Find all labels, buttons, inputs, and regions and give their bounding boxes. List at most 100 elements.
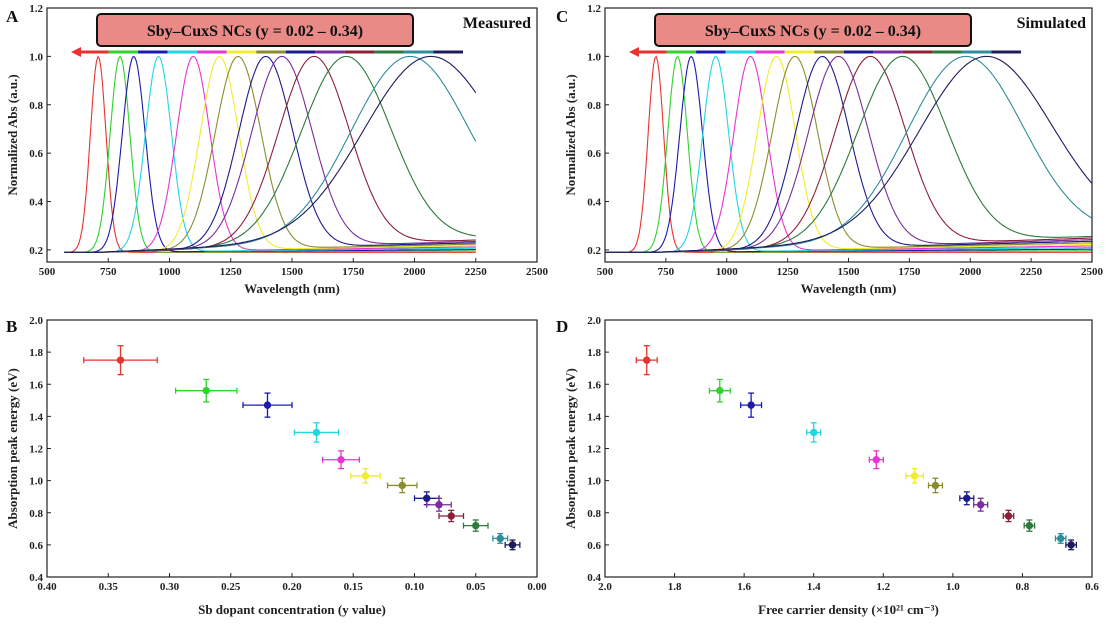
- data-point: [435, 501, 443, 509]
- y-tick-label: 2.0: [29, 315, 43, 327]
- y-tick-label: 1.6: [29, 379, 43, 391]
- x-tick-label: 0.8: [1016, 581, 1030, 593]
- y-tick-label: 1.8: [29, 347, 43, 359]
- x-tick-label: 2000: [959, 266, 982, 278]
- data-point: [1004, 512, 1013, 520]
- y-tick-label: 0.4: [587, 197, 601, 209]
- spectrum-line: [605, 55, 1092, 253]
- data-point: [263, 401, 272, 409]
- y-tick-label: 0.6: [29, 148, 43, 160]
- spectrum-line: [64, 55, 476, 253]
- x-tick-label: 1.0: [946, 581, 960, 593]
- y-tick-label: 1.2: [587, 444, 601, 456]
- x-axis-label: Free carrier density (×10²¹ cm⁻³): [758, 602, 939, 617]
- y-tick-label: 1.2: [29, 3, 43, 15]
- y-tick-label: 1.0: [29, 51, 43, 63]
- y-tick-label: 0.2: [587, 245, 601, 257]
- x-tick-label: 1750: [342, 266, 365, 278]
- y-tick-label: 2.0: [587, 315, 601, 327]
- y-tick-label: 0.4: [587, 572, 601, 584]
- x-axis-label: Sb dopant concentration (y value): [198, 602, 386, 617]
- y-axis-label: Normalized Abs (a.u.): [5, 74, 20, 195]
- x-axis-label: Wavelength (nm): [244, 281, 340, 296]
- data-point: [747, 401, 755, 409]
- y-axis-label: Absorption peak energy (eV): [563, 368, 578, 529]
- data-point: [872, 456, 881, 464]
- x-tick-label: 1750: [898, 266, 921, 278]
- panel-C: 500 750 1000 1250 1500 1750 2000 2250 2500 0.2 0.4…: [556, 3, 1104, 296]
- x-tick-label: 1.4: [807, 581, 821, 593]
- x-tick-label: 0.40: [37, 581, 57, 593]
- x-tick-label: 0.10: [405, 581, 425, 593]
- panel-B: 0.40 0.35 0.30 0.25 0.20 0.15 0.10 0.05 0.00 0.4 0…: [5, 315, 547, 617]
- x-tick-label: 2250: [1020, 266, 1043, 278]
- data-point: [1067, 541, 1075, 549]
- data-point: [116, 356, 125, 364]
- arrow-head: [71, 47, 81, 57]
- panel-A: 500 750 1000 1250 1500 1750 2000 2250 2500 0.2 0.4…: [5, 3, 549, 296]
- spectrum-line: [64, 55, 476, 253]
- y-tick-label: 1.4: [29, 411, 43, 423]
- y-tick-label: 0.8: [587, 508, 601, 520]
- x-tick-label: 1250: [220, 266, 243, 278]
- data-point: [472, 521, 480, 530]
- x-tick-label: 0.30: [160, 581, 180, 593]
- panel-letter: D: [556, 317, 568, 336]
- data-point: [361, 472, 370, 480]
- y-tick-label: 0.8: [29, 100, 43, 112]
- y-tick-label: 0.8: [587, 100, 601, 112]
- x-axis-label: Wavelength (nm): [801, 281, 897, 296]
- data-point: [1025, 521, 1034, 530]
- x-tick-label: 0.00: [527, 581, 547, 593]
- data-point: [976, 501, 985, 509]
- y-tick-label: 0.6: [587, 148, 601, 160]
- spectrum-line: [64, 55, 476, 253]
- data-point: [337, 456, 345, 464]
- data-point: [202, 386, 210, 395]
- x-tick-label: 0.35: [99, 581, 119, 593]
- x-tick-label: 1500: [281, 266, 304, 278]
- x-tick-label: 500: [597, 266, 614, 278]
- x-tick-label: 0.6: [1085, 581, 1099, 593]
- y-tick-label: 1.0: [587, 51, 601, 63]
- y-axis-label: Normalized Abs (a.u.): [563, 74, 578, 195]
- legend-box: [654, 13, 972, 47]
- y-tick-label: 0.8: [29, 508, 43, 520]
- y-tick-label: 1.2: [587, 3, 601, 15]
- panel-letter: B: [6, 317, 17, 336]
- data-point: [716, 386, 724, 395]
- panel-letter: C: [556, 7, 568, 26]
- x-tick-label: 1500: [838, 266, 861, 278]
- spectrum-line: [64, 55, 476, 253]
- corner-label: Measured: [463, 15, 531, 32]
- y-tick-label: 0.4: [29, 572, 43, 584]
- data-point: [963, 494, 971, 502]
- data-point: [931, 481, 940, 490]
- y-tick-label: 1.6: [587, 379, 601, 391]
- y-tick-label: 0.4: [29, 197, 43, 209]
- data-point: [398, 481, 406, 490]
- legend-box-text: Sby–CuxS NCs (y = 0.02 – 0.34): [705, 23, 921, 40]
- spectrum-line: [605, 55, 1092, 253]
- data-point: [810, 428, 818, 437]
- x-tick-label: 1.2: [876, 581, 890, 593]
- spectrum-line: [64, 55, 477, 253]
- spectrum-line: [605, 55, 1092, 253]
- x-tick-label: 0.05: [466, 581, 486, 593]
- x-tick-label: 1000: [716, 266, 739, 278]
- data-point: [447, 512, 455, 520]
- x-tick-label: 2250: [465, 266, 488, 278]
- x-tick-label: 2500: [526, 266, 549, 278]
- y-tick-label: 0.6: [587, 540, 601, 552]
- legend-box-text: Sby–CuxS NCs (y = 0.02 – 0.34): [147, 23, 363, 40]
- x-tick-label: 750: [658, 266, 675, 278]
- data-point: [643, 356, 651, 364]
- panel-letter: A: [6, 7, 19, 26]
- y-tick-label: 1.8: [587, 347, 601, 359]
- x-tick-label: 1000: [159, 266, 182, 278]
- x-tick-label: 0.20: [282, 581, 302, 593]
- data-point: [423, 494, 431, 502]
- panel-D: 2.0 1.8 1.6 1.4 1.2 1.0 0.8 0.6 0.4 0.6 0.8 1.0 1.2 1…: [556, 315, 1099, 617]
